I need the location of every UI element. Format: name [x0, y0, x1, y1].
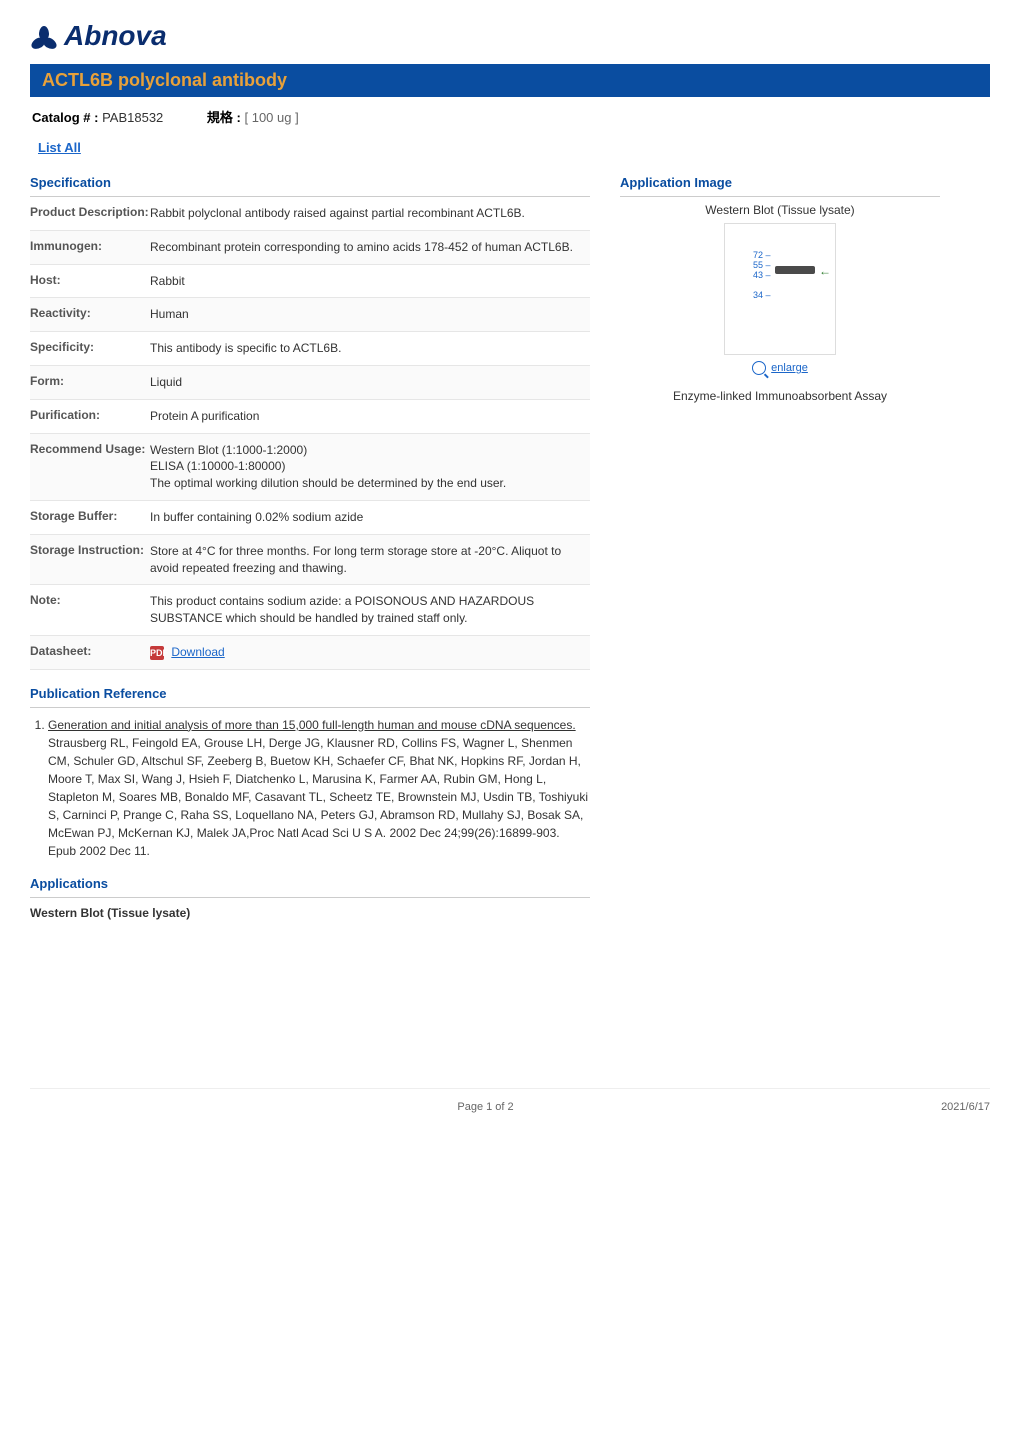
spec-value: [ 100 ug ] — [245, 110, 299, 125]
spec-key: Purification: — [30, 408, 150, 425]
section-publication: Publication Reference — [30, 680, 590, 708]
spec-label: 規格 : — [207, 110, 241, 125]
section-specification: Specification — [30, 169, 590, 197]
spec-key: Reactivity: — [30, 306, 150, 323]
spec-val: This product contains sodium azide: a PO… — [150, 593, 590, 627]
spec-val: This antibody is specific to ACTL6B. — [150, 340, 590, 357]
spec-val: Rabbit — [150, 273, 590, 290]
spec-key: Product Description: — [30, 205, 150, 222]
reference-authors: Strausberg RL, Feingold EA, Grouse LH, D… — [48, 736, 588, 858]
footer: Page 1 of 2 2021/6/17 — [30, 1088, 990, 1125]
spec-val: Store at 4°C for three months. For long … — [150, 543, 590, 577]
spec-key: Immunogen: — [30, 239, 150, 256]
wb-marker: 43 – — [753, 270, 771, 280]
spec-val: Liquid — [150, 374, 590, 391]
spec-key: Storage Buffer: — [30, 509, 150, 526]
spec-val: Recombinant protein corresponding to ami… — [150, 239, 590, 256]
wb-marker: 72 – — [753, 250, 771, 260]
logo-text: Abnova — [64, 20, 167, 52]
catalog-row: Catalog # : PAB18532 規格 : [ 100 ug ] — [30, 97, 990, 136]
spec-key: Storage Instruction: — [30, 543, 150, 577]
reference-list: Generation and initial analysis of more … — [30, 716, 590, 860]
arrow-icon: ← — [819, 264, 831, 278]
spec-table: Product Description:Rabbit polyclonal an… — [30, 197, 590, 670]
spec-val: Rabbit polyclonal antibody raised agains… — [150, 205, 590, 222]
section-applications: Applications — [30, 870, 590, 898]
spec-val: In buffer containing 0.02% sodium azide — [150, 509, 590, 526]
elisa-caption: Enzyme-linked Immunoabsorbent Assay — [620, 389, 940, 403]
spec-key: Specificity: — [30, 340, 150, 357]
magnify-icon — [752, 361, 766, 375]
reference-item: Generation and initial analysis of more … — [48, 716, 590, 860]
reference-title[interactable]: Generation and initial analysis of more … — [48, 718, 576, 732]
download-link[interactable]: Download — [171, 645, 224, 659]
page-title: ACTL6B polyclonal antibody — [30, 64, 990, 97]
spec-val: Western Blot (1:1000-1:2000) ELISA (1:10… — [150, 442, 590, 492]
spec-key: Form: — [30, 374, 150, 391]
footer-date: 2021/6/17 — [941, 1101, 990, 1113]
spec-val: Protein A purification — [150, 408, 590, 425]
catalog-label: Catalog # : — [32, 110, 98, 125]
spec-key: Note: — [30, 593, 150, 627]
wb-marker: 34 – — [753, 290, 771, 300]
spec-key: Host: — [30, 273, 150, 290]
enlarge-link[interactable]: enlarge — [771, 362, 808, 374]
logo: Abnova — [30, 20, 990, 52]
logo-icon — [30, 22, 58, 50]
datasheet-key: Datasheet: — [30, 644, 150, 661]
catalog-value: PAB18532 — [102, 110, 163, 125]
section-application-image: Application Image — [620, 169, 940, 197]
footer-page: Page 1 of 2 — [457, 1101, 513, 1113]
list-all-link[interactable]: List All — [38, 140, 81, 155]
western-blot-thumbnail[interactable]: 72 – 55 – 43 – 34 – ← — [724, 223, 836, 355]
wb-band — [775, 266, 815, 274]
pdf-icon: PDF — [150, 646, 164, 660]
spec-val: Human — [150, 306, 590, 323]
applications-item: Western Blot (Tissue lysate) — [30, 898, 590, 928]
wb-marker: 55 – — [753, 260, 771, 270]
app-image-caption: Western Blot (Tissue lysate) — [620, 203, 940, 217]
spec-key: Recommend Usage: — [30, 442, 150, 492]
